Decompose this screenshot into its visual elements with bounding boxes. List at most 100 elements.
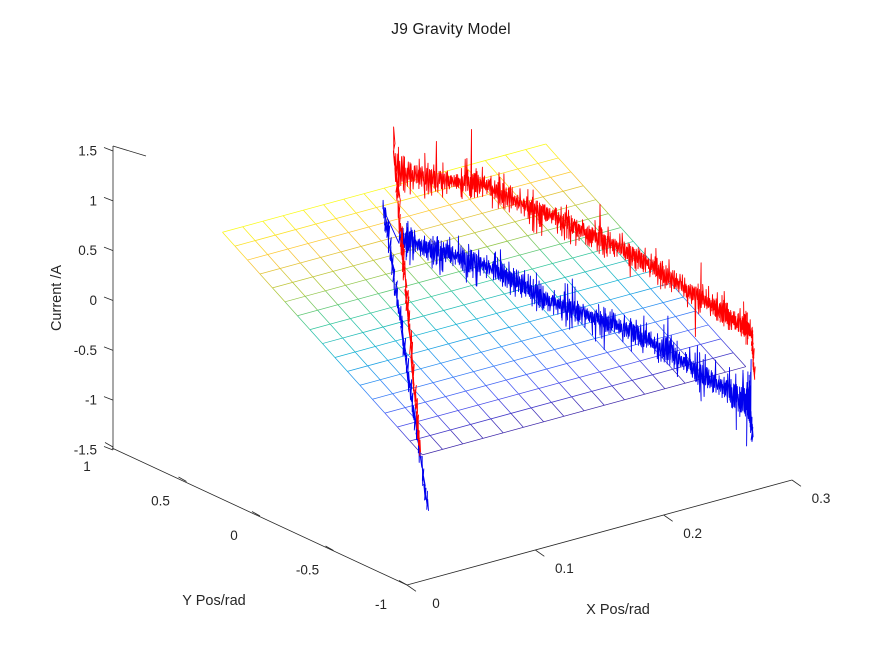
mesh-column-segment [421, 229, 435, 245]
axis-line [103, 396, 114, 401]
mesh-column-segment [655, 321, 669, 337]
mesh-column-segment [363, 193, 377, 208]
mesh-column-segment [441, 224, 455, 239]
mesh-column-segment [525, 149, 539, 164]
mesh-column-segment [408, 215, 422, 231]
mesh-column-segment [452, 376, 467, 392]
mesh-column-segment [551, 402, 565, 417]
mesh-column-segment [510, 413, 524, 428]
mesh-column-segment [340, 251, 354, 267]
mesh-column-segment [544, 282, 558, 298]
mesh-column-segment [259, 273, 273, 289]
mesh-column-segment [519, 254, 533, 270]
mesh-column-segment [297, 315, 311, 330]
mesh-column-segment [405, 268, 419, 283]
mesh-column-segment [328, 237, 342, 253]
mesh-column-segment [617, 280, 631, 295]
mesh-column-segment [312, 276, 326, 292]
mesh-column-segment [455, 324, 469, 339]
mesh-column-segment [354, 351, 368, 367]
mesh-column-segment [392, 393, 406, 408]
mesh-column-segment [502, 207, 516, 222]
mesh-column-segment [490, 418, 504, 434]
mesh-column-segment [572, 257, 586, 273]
mesh-column-segment [454, 238, 468, 253]
mesh-column-segment [530, 182, 544, 198]
mesh-column-segment [430, 296, 444, 311]
axis-line [103, 296, 114, 301]
mesh-column-segment [506, 240, 521, 256]
mesh-column-segment [476, 318, 490, 334]
axis-line [791, 479, 802, 487]
tick-label: 0 [432, 596, 440, 611]
mesh-column-segment [315, 223, 329, 239]
mesh-column-segment [416, 196, 430, 211]
tick-label: 1.5 [78, 144, 97, 159]
mesh-column-segment [377, 293, 392, 308]
mesh-column-segment [332, 271, 346, 286]
mesh-column-segment [514, 221, 528, 236]
mesh-column-segment [307, 243, 321, 258]
mesh-column-segment [423, 315, 437, 331]
mesh-column-segment [516, 307, 530, 323]
mesh-column-segment [367, 365, 381, 381]
mesh-column-segment [552, 263, 566, 278]
mesh-column-segment [586, 357, 600, 373]
mesh-column-segment [275, 234, 289, 250]
mesh-column-segment [700, 344, 714, 359]
mesh-column-segment [254, 240, 268, 255]
mesh-column-segment [659, 355, 673, 370]
mesh-column-segment [619, 366, 633, 381]
mesh-column-segment [577, 291, 591, 306]
mesh-column-segment [443, 310, 457, 325]
mesh-column-segment [412, 387, 426, 403]
mesh-column-segment [427, 349, 442, 364]
mesh-column-segment [594, 338, 608, 353]
mesh-column-segment [479, 265, 493, 281]
mesh-column-segment [631, 380, 645, 395]
mesh-column-segment [353, 265, 367, 281]
mesh-column-segment [357, 298, 371, 314]
mesh-column-segment [637, 274, 651, 289]
mesh-column-segment [477, 404, 492, 420]
tick-label: -1 [375, 597, 387, 612]
mesh-column-segment [508, 327, 522, 342]
mesh-column-segment [448, 343, 462, 358]
mesh-column-segment [605, 266, 619, 281]
y-axis-label: Y Pos/rad [182, 593, 246, 609]
mesh-column-segment [372, 398, 386, 414]
mesh-column-segment [484, 160, 498, 175]
mesh-column-segment [415, 335, 429, 350]
mesh-column-segment [584, 271, 598, 287]
mesh-column-segment [670, 282, 684, 298]
tick-label: 0 [89, 293, 97, 308]
tick-label: 0.5 [151, 494, 170, 509]
axis-line [398, 580, 408, 586]
mesh-column-segment [564, 277, 578, 292]
mesh-column-segment [633, 241, 647, 256]
mesh-column-segment [627, 346, 641, 362]
mesh-column-segment [504, 293, 518, 309]
axis-line [103, 196, 114, 202]
axis-line [112, 145, 147, 157]
mesh-column-segment [470, 424, 484, 439]
tick-label: 0.1 [555, 561, 574, 576]
mesh-column-segment [505, 154, 519, 170]
mesh-column-segment [521, 340, 535, 356]
mesh-column-segment [579, 377, 593, 392]
mesh-column-segment [418, 282, 432, 297]
mesh-column-segment [292, 282, 306, 297]
mesh-column-segment [539, 249, 553, 264]
mesh-column-segment [322, 343, 336, 358]
mesh-column-segment [595, 199, 609, 214]
axis-line [103, 147, 114, 152]
axis-line [663, 514, 673, 522]
mesh-column-segment [445, 396, 459, 411]
mesh-column-segment [334, 357, 348, 372]
mesh-column-segment [581, 324, 596, 339]
mesh-column-segment [242, 226, 256, 241]
tick-label: -0.5 [296, 563, 319, 578]
axis-line [406, 584, 417, 592]
mesh-column-segment [465, 390, 479, 406]
mesh-column-segment [488, 332, 502, 347]
